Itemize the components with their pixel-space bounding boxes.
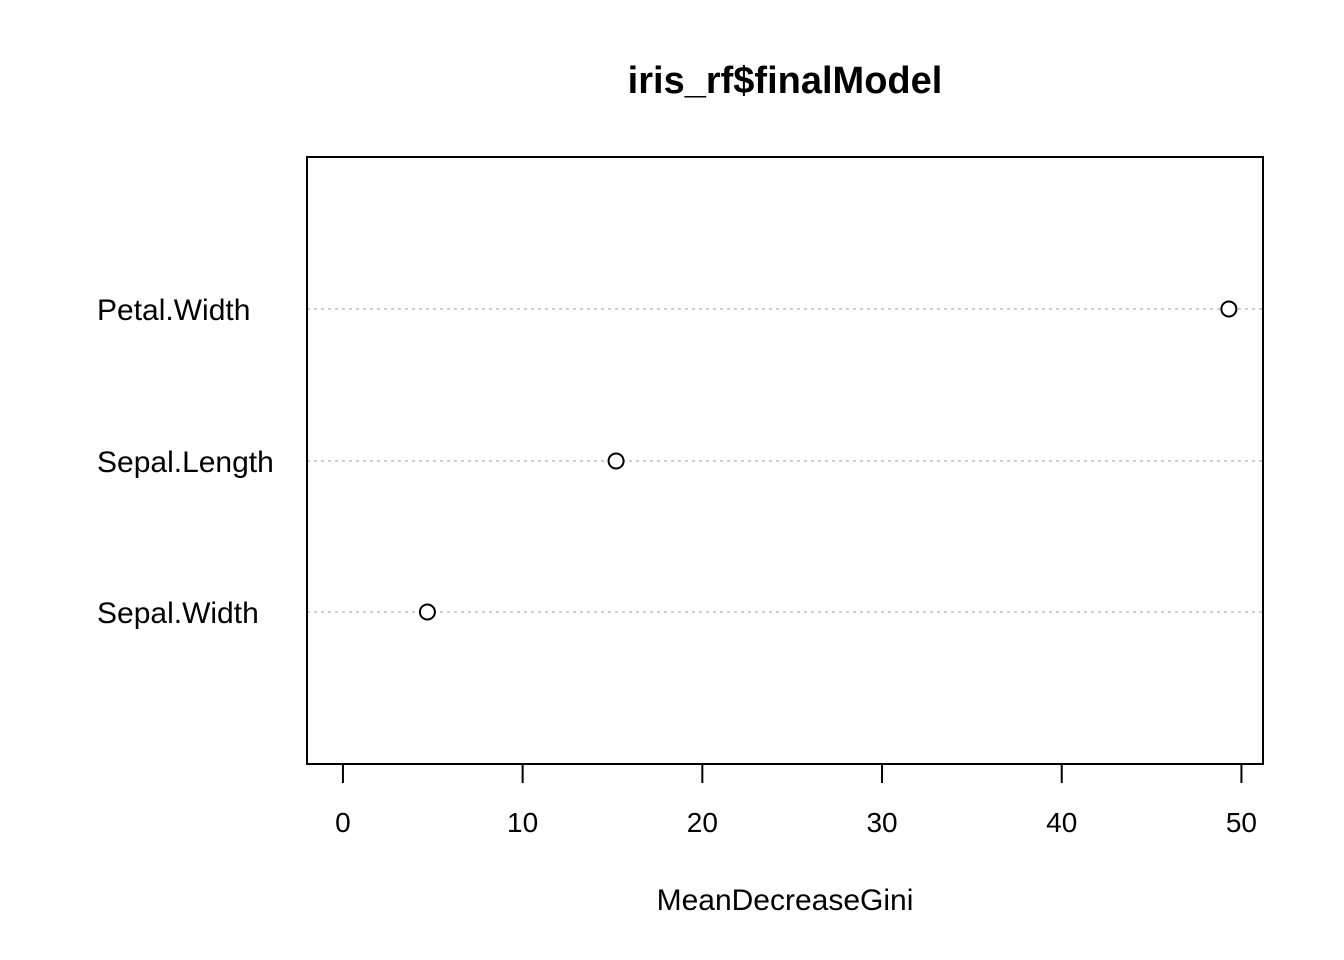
y-tick-label: Sepal.Length — [97, 446, 274, 479]
x-tick-label: 10 — [507, 807, 538, 838]
data-points — [418, 300, 1238, 621]
x-tick-label: 50 — [1226, 807, 1257, 838]
data-point — [607, 452, 625, 470]
x-tick-label: 30 — [866, 807, 897, 838]
y-tick-label: Sepal.Width — [97, 597, 259, 630]
x-tick-label: 40 — [1046, 807, 1077, 838]
data-point — [1220, 300, 1238, 318]
plot-frame — [306, 156, 1264, 765]
chart-title: iris_rf$finalModel — [628, 60, 943, 102]
data-point — [418, 603, 436, 621]
y-tick-labels: Petal.Width Sepal.Length Sepal.Width — [97, 294, 274, 630]
grid-lines — [307, 308, 1263, 613]
x-axis: 0 10 20 30 40 50 — [335, 764, 1257, 838]
x-tick-label: 0 — [335, 807, 351, 838]
x-tick-label: 20 — [687, 807, 718, 838]
y-tick-label: Petal.Width — [97, 294, 250, 327]
x-axis-label: MeanDecreaseGini — [657, 884, 914, 917]
